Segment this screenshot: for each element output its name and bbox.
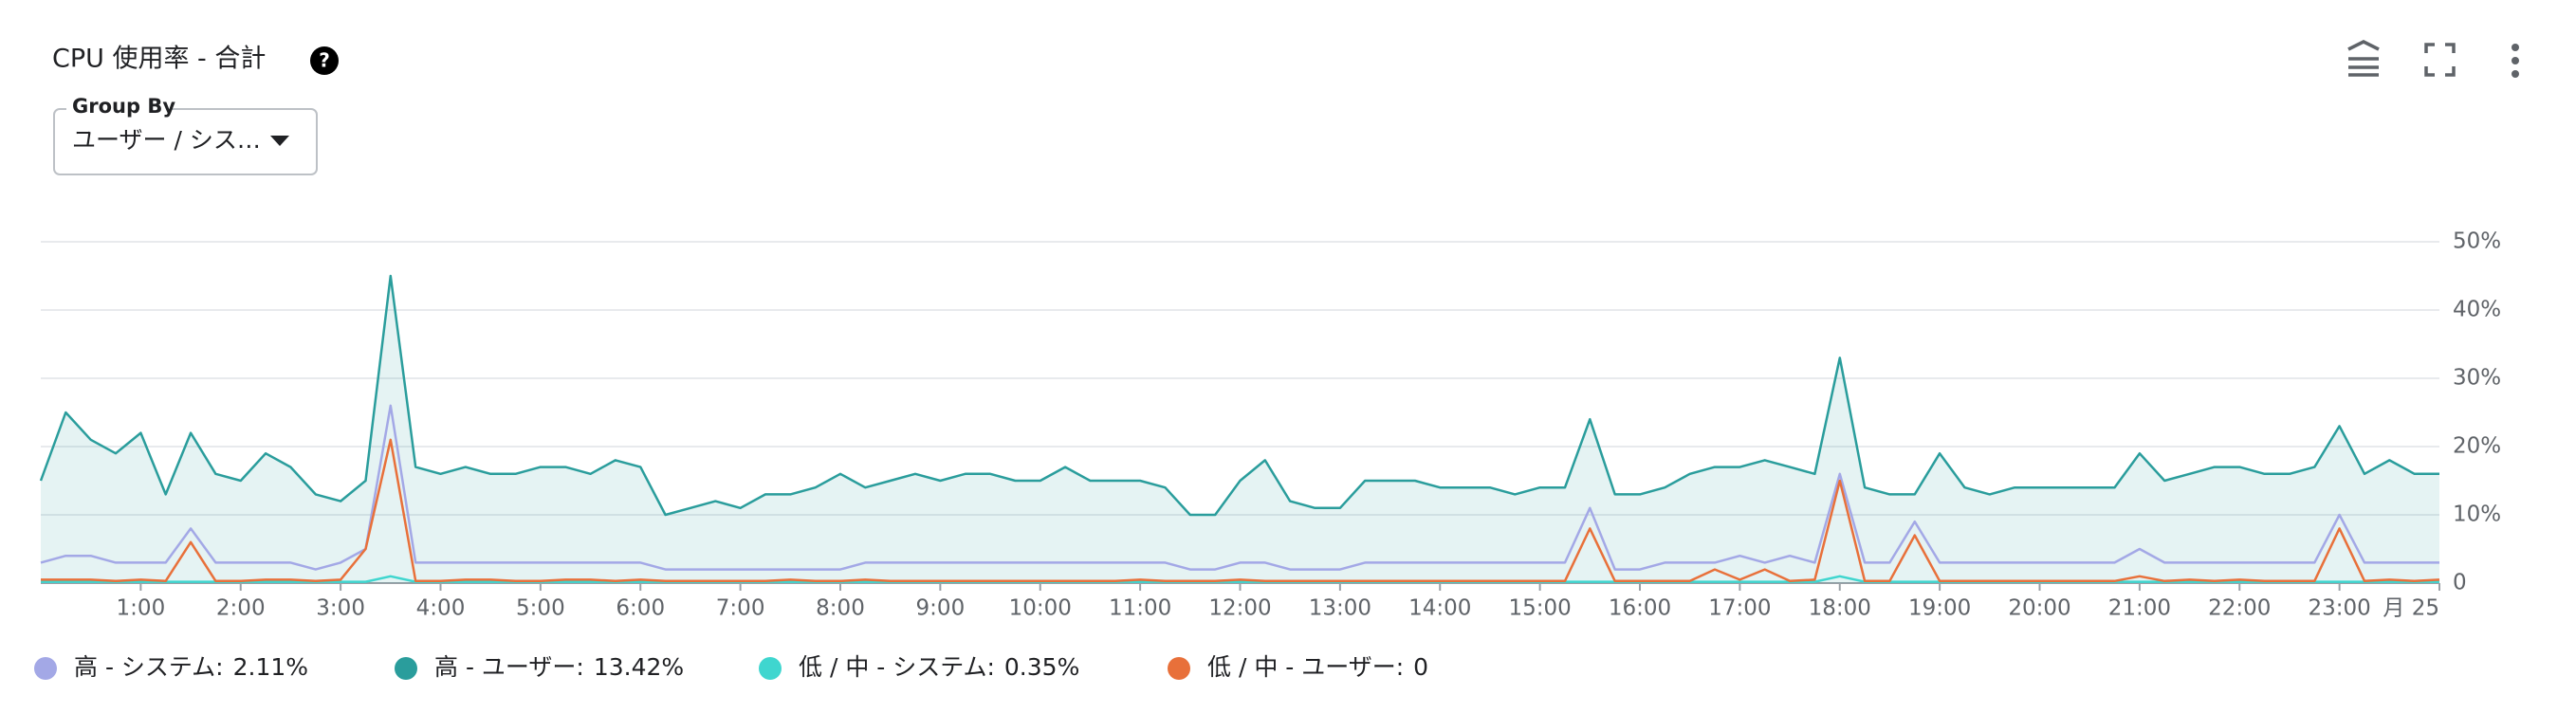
- legend-value: 2.11%: [233, 653, 308, 681]
- legend-toggle-icon[interactable]: [2347, 40, 2380, 77]
- x-tick-label: 19:00: [1908, 596, 1971, 621]
- x-tick-label: 2:00: [216, 596, 266, 621]
- legend-value: 0.35%: [1004, 653, 1079, 681]
- x-tick-label: 18:00: [1809, 596, 1871, 621]
- series-line: [41, 438, 2440, 583]
- series-line: [39, 274, 2439, 517]
- x-tick-label: 20:00: [2008, 596, 2070, 621]
- group-by-value: ユーザー / シス…: [72, 126, 261, 154]
- x-tick-label: 10:00: [1009, 596, 1072, 621]
- x-tick-label: 7:00: [716, 596, 765, 621]
- legend-item[interactable]: 高 - システム: 2.11%: [34, 653, 308, 681]
- legend-item[interactable]: 高 - ユーザー: 13.42%: [395, 653, 684, 681]
- x-tick-label: 14:00: [1408, 596, 1471, 621]
- legend-value: 0: [1413, 653, 1428, 681]
- legend-label: 低 / 中 - システム:: [799, 653, 995, 681]
- x-tick-label: 1:00: [117, 596, 166, 621]
- x-tick-label: 21:00: [2108, 596, 2171, 621]
- y-tick-label: 10%: [2453, 503, 2501, 527]
- legend: 高 - システム: 2.11% 高 - ユーザー: 13.42% 低 / 中 - システ…: [34, 653, 1428, 681]
- legend-item[interactable]: 低 / 中 - ユーザー: 0: [1168, 653, 1428, 681]
- x-tick-label: 6:00: [616, 596, 665, 621]
- x-tick-label: 16:00: [1609, 596, 1671, 621]
- x-tick-label: 12:00: [1208, 596, 1271, 621]
- legend-label: 高 - システム:: [74, 653, 224, 681]
- help-icon[interactable]: ?: [310, 46, 339, 75]
- x-tick-label: 15:00: [1508, 596, 1571, 621]
- legend-value: 13.42%: [594, 653, 684, 681]
- more-icon[interactable]: [2512, 44, 2519, 78]
- legend-swatch: [395, 657, 417, 680]
- chart-title: CPU 使用率 - 合計: [52, 45, 266, 74]
- x-tick-label: 17:00: [1708, 596, 1771, 621]
- y-tick-label: 20%: [2453, 434, 2501, 459]
- group-by-select[interactable]: Group By ユーザー / シス…: [53, 95, 318, 175]
- legend-swatch: [1168, 657, 1190, 680]
- series-area: [41, 276, 2439, 583]
- legend-swatch: [759, 657, 782, 680]
- x-tick-label: 4:00: [416, 596, 466, 621]
- x-tick-label: 22:00: [2208, 596, 2271, 621]
- y-tick-label: 40%: [2453, 298, 2501, 322]
- x-tick-label: 月 25: [2383, 596, 2439, 621]
- x-tick-label: 3:00: [316, 596, 365, 621]
- x-tick-label: 5:00: [516, 596, 565, 621]
- y-tick-label: 0: [2453, 571, 2467, 595]
- group-by-label: Group By: [72, 95, 175, 118]
- x-tick-label: 23:00: [2308, 596, 2370, 621]
- plot: 0 10% 20% 30% 40% 50% 1:00 2:00 3:00 4:00 5:00 6:00…: [39, 229, 2501, 621]
- y-tick-label: 30%: [2453, 366, 2501, 391]
- x-tick-label: 13:00: [1309, 596, 1371, 621]
- svg-text:?: ?: [319, 49, 330, 72]
- legend-swatch: [34, 657, 57, 680]
- legend-item[interactable]: 低 / 中 - システム: 0.35%: [759, 653, 1079, 681]
- x-tick-label: 9:00: [916, 596, 966, 621]
- series-line: [40, 404, 2439, 571]
- legend-label: 低 / 中 - ユーザー:: [1207, 653, 1404, 681]
- x-tick-label: 8:00: [816, 596, 865, 621]
- legend-label: 高 - ユーザー:: [434, 653, 584, 681]
- fullscreen-icon[interactable]: [2424, 43, 2456, 77]
- y-tick-label: 50%: [2453, 229, 2501, 254]
- x-tick-label: 11:00: [1109, 596, 1171, 621]
